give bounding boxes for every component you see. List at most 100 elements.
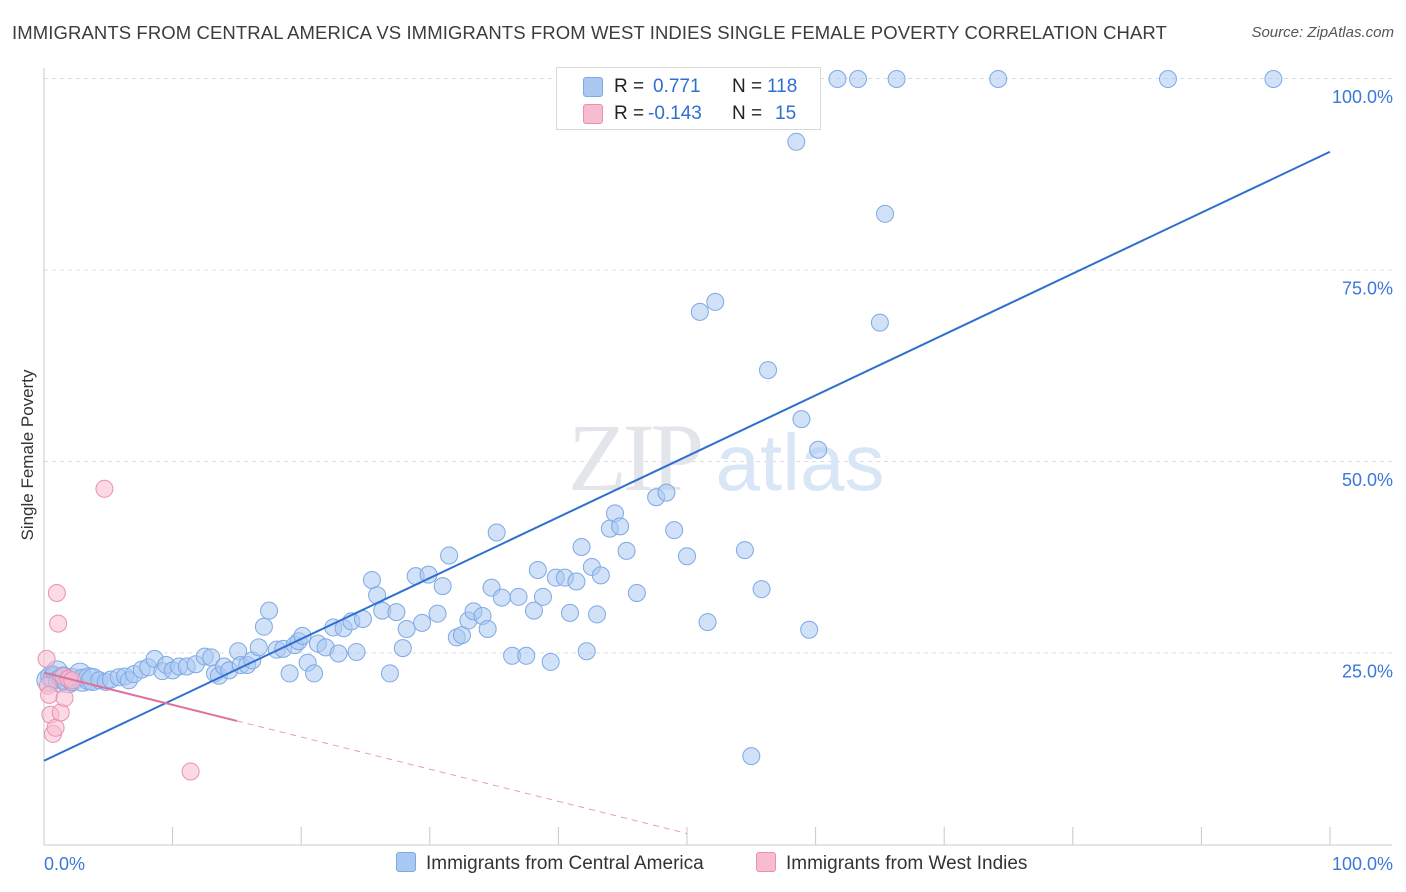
- data-point: [591, 566, 610, 585]
- data-point: [665, 521, 684, 540]
- data-point: [678, 547, 696, 566]
- data-point: [587, 605, 606, 624]
- chart-title: IMMIGRANTS FROM CENTRAL AMERICA VS IMMIG…: [12, 22, 1167, 43]
- y-tick-label: 75.0%: [1342, 279, 1393, 299]
- trend-line-1: [43, 671, 238, 722]
- r-label: R =: [614, 103, 645, 124]
- data-point: [800, 620, 819, 639]
- data-point: [517, 646, 536, 665]
- y-tick-label: 25.0%: [1342, 662, 1393, 682]
- data-point: [397, 619, 416, 638]
- data-point: [617, 541, 636, 560]
- data-points: [36, 70, 1283, 781]
- data-point: [492, 588, 511, 607]
- tick-labels: 25.0% 50.0% 75.0% 100.0% 0.0% 100.0%: [44, 87, 1393, 874]
- watermark: ZIP atlas: [568, 404, 884, 511]
- trend-line-extension-1: [236, 720, 688, 834]
- data-point: [428, 604, 447, 623]
- data-point: [95, 479, 114, 498]
- data-point: [611, 517, 630, 536]
- source-credit: Source: ZipAtlas.com: [1251, 24, 1394, 41]
- data-point: [706, 292, 725, 311]
- r-value: 0.771: [653, 76, 701, 97]
- gridlines: [44, 78, 1392, 654]
- data-point: [577, 642, 596, 661]
- data-point: [260, 601, 279, 620]
- series-legend: Immigrants from Central America Immigran…: [0, 852, 1406, 878]
- data-point: [828, 70, 847, 88]
- n-value: 118: [767, 76, 798, 97]
- data-point: [627, 583, 646, 602]
- data-point: [849, 70, 868, 88]
- legend-row-west-indies: R = -0.143 N = 15: [557, 100, 820, 128]
- watermark-atlas: atlas: [716, 418, 885, 507]
- data-point: [533, 587, 552, 606]
- legend-label: Immigrants from West Indies: [786, 853, 1028, 874]
- legend-swatch: [583, 104, 603, 124]
- legend-item-central-america: Immigrants from Central America: [396, 852, 704, 875]
- data-point: [413, 613, 432, 632]
- x-tick-label: 100.0%: [1332, 854, 1393, 874]
- r-value: -0.143: [648, 103, 702, 124]
- data-point: [560, 603, 579, 622]
- data-point: [487, 523, 506, 542]
- x-tick-label: 0.0%: [44, 854, 85, 874]
- data-point: [989, 70, 1008, 88]
- data-point: [280, 664, 299, 683]
- data-point: [1158, 70, 1177, 88]
- trend-line-0: [43, 150, 1331, 762]
- data-point: [329, 644, 348, 663]
- data-point: [40, 685, 59, 704]
- data-point: [478, 619, 497, 638]
- data-point: [1264, 70, 1283, 88]
- data-point: [759, 361, 778, 380]
- data-point: [46, 718, 65, 737]
- data-point: [440, 546, 459, 565]
- data-point: [657, 483, 676, 502]
- data-point: [47, 583, 66, 602]
- correlation-legend: R = 0.771 N = 118 R = -0.143 N = 15: [556, 67, 821, 130]
- data-point: [876, 204, 895, 223]
- data-point: [742, 747, 761, 766]
- data-point: [792, 410, 811, 429]
- data-point: [254, 617, 273, 636]
- data-point: [55, 688, 74, 707]
- data-point: [181, 762, 200, 781]
- data-point: [887, 70, 906, 88]
- legend-swatch: [396, 852, 416, 872]
- data-point: [524, 601, 543, 620]
- data-point: [305, 664, 324, 683]
- data-point: [49, 614, 68, 633]
- data-point: [870, 313, 889, 332]
- n-value: 15: [775, 103, 797, 124]
- data-point: [249, 638, 268, 657]
- y-tick-label: 50.0%: [1342, 470, 1393, 490]
- data-point: [509, 587, 528, 606]
- r-label: R =: [614, 76, 645, 97]
- data-point: [567, 572, 586, 591]
- series-1-points: [37, 479, 200, 781]
- data-point: [528, 561, 547, 580]
- data-point: [752, 580, 771, 599]
- legend-row-central-america: R = 0.771 N = 118: [557, 73, 820, 101]
- data-point: [698, 613, 717, 632]
- data-point: [787, 132, 806, 151]
- data-point: [380, 664, 399, 683]
- data-point: [541, 652, 560, 671]
- data-point: [393, 639, 412, 658]
- legend-label: Immigrants from Central America: [426, 853, 704, 874]
- legend-item-west-indies: Immigrants from West Indies: [756, 852, 1027, 875]
- legend-swatch: [756, 852, 776, 872]
- data-point: [572, 538, 591, 557]
- data-point: [347, 642, 366, 661]
- data-point: [387, 603, 406, 622]
- legend-swatch: [583, 77, 603, 97]
- n-label: N =: [732, 76, 763, 97]
- data-point: [362, 570, 381, 589]
- trend-lines: [43, 150, 1331, 834]
- y-tick-label: 100.0%: [1332, 87, 1393, 107]
- data-point: [735, 541, 754, 560]
- y-axis-label: Single Female Poverty: [18, 369, 37, 541]
- data-point: [433, 577, 452, 596]
